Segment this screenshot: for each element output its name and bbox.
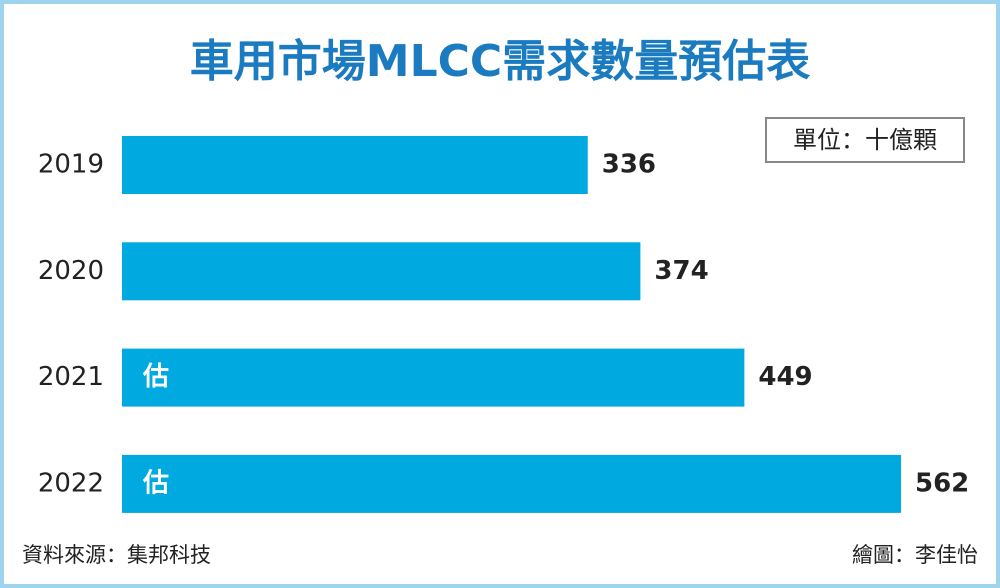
unit-label: 單位：十億顆 [793, 126, 937, 154]
bar [122, 242, 641, 301]
bar-note: 估 [142, 468, 169, 498]
bar [122, 348, 745, 407]
y-tick-label: 2022 [38, 468, 104, 498]
value-label: 449 [758, 362, 812, 392]
y-tick-label: 2021 [38, 362, 104, 392]
unit-box [765, 117, 965, 163]
source: 資料來源：集邦科技 [22, 543, 211, 567]
credit: 繪圖：李佳怡 [852, 543, 978, 567]
y-tick-label: 2020 [38, 256, 104, 286]
bar [122, 454, 901, 513]
value-label: 336 [602, 150, 656, 180]
y-tick-label: 2019 [38, 150, 104, 180]
bar [122, 136, 588, 194]
chart-title: 車用市場MLCC需求數量預估表 [190, 36, 810, 87]
value-label: 562 [915, 468, 969, 498]
bar-note: 估 [142, 362, 169, 392]
value-label: 374 [654, 256, 708, 286]
